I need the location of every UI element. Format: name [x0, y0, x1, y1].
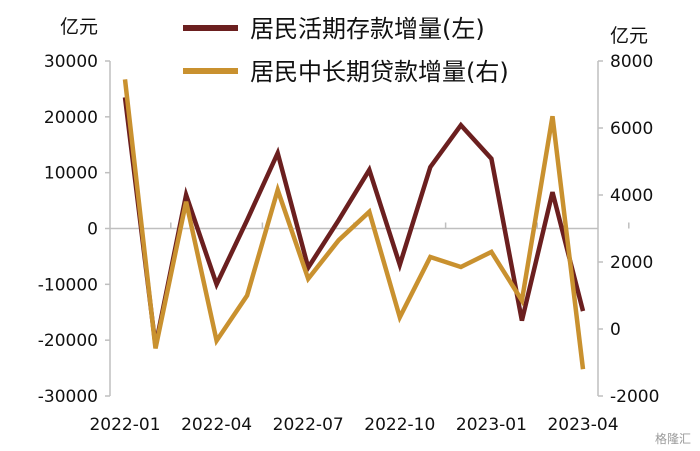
right-tick-label: -2000	[610, 387, 659, 407]
legend-label: 居民活期存款增量(左)	[250, 15, 485, 43]
left-tick-label: -20000	[38, 331, 98, 351]
series-lines	[122, 79, 586, 370]
left-tick-label: 20000	[44, 108, 98, 128]
watermark-text: 格隆汇	[655, 431, 691, 446]
x-tick-label: 2023-04	[547, 415, 618, 435]
right-tick-label: 0	[610, 320, 621, 340]
x-tick-label: 2023-01	[456, 415, 527, 435]
right-tick-label: 2000	[610, 253, 653, 273]
right-tick-label: 4000	[610, 186, 653, 206]
left-tick-label: 30000	[44, 52, 98, 72]
right-axis-unit: 亿元	[610, 25, 648, 47]
x-tick-label: 2022-10	[364, 415, 435, 435]
legend: 居民活期存款增量(左) 居民中长期贷款增量(右)	[183, 15, 509, 86]
left-tick-label: -10000	[38, 275, 98, 295]
left-tick-label: 0	[87, 220, 98, 240]
series-line-long-term-loans	[122, 79, 586, 370]
x-tick-label: 2022-07	[273, 415, 344, 435]
x-tick-label: 2022-04	[181, 415, 252, 435]
x-tick-label: 2022-01	[89, 415, 160, 435]
legend-label: 居民中长期贷款增量(右)	[250, 58, 509, 86]
left-axis-unit: 亿元	[60, 16, 98, 38]
axes: 3000020000100000-10000-20000-30000800060…	[38, 52, 660, 435]
series-line-demand-deposits	[122, 97, 586, 347]
right-tick-label: 6000	[610, 119, 653, 139]
left-tick-label: -30000	[38, 387, 98, 407]
left-tick-label: 10000	[44, 164, 98, 184]
right-tick-label: 8000	[610, 52, 653, 72]
